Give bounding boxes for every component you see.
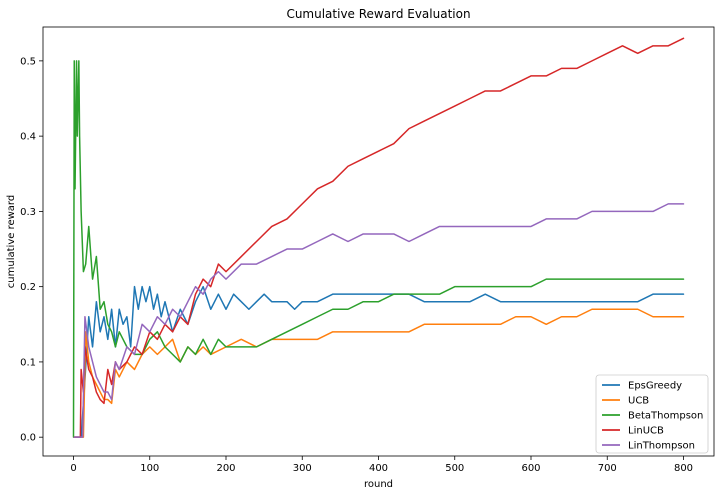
series-layer xyxy=(72,37,685,438)
series-line-epsgreedy xyxy=(73,285,685,438)
x-tick-label-300: 300 xyxy=(293,463,312,474)
y-tick-label-2: 0.2 xyxy=(20,282,36,293)
y-tick-label-3: 0.3 xyxy=(20,207,36,218)
y-axis: 0.0 0.1 0.2 0.3 0.4 0.5 xyxy=(20,56,43,444)
legend: EpsGreedy UCB BetaThompson LinUCB LinThompso… xyxy=(595,374,709,454)
legend-label-linthompson: LinThompson xyxy=(628,441,695,452)
y-tick-label-4: 0.4 xyxy=(20,132,36,143)
series-line-linucb xyxy=(73,37,685,438)
x-tick-label-700: 700 xyxy=(598,463,617,474)
x-tick-label-0: 0 xyxy=(70,463,76,474)
x-tick-label-400: 400 xyxy=(369,463,388,474)
y-tick-label-1: 0.1 xyxy=(20,357,36,368)
series-line-betathompson xyxy=(72,60,685,438)
y-axis-label: cumulative reward xyxy=(6,195,17,288)
x-tick-label-100: 100 xyxy=(140,463,159,474)
y-tick-label-0: 0.0 xyxy=(20,433,36,444)
legend-box xyxy=(595,374,709,454)
x-tick-label-200: 200 xyxy=(216,463,235,474)
legend-label-ucb: UCB xyxy=(628,396,649,407)
legend-label-linucb: LinUCB xyxy=(628,426,664,437)
series-line-linthompson xyxy=(73,203,685,438)
x-axis: 0 100 200 300 400 500 600 700 800 xyxy=(70,456,693,474)
x-axis-label: round xyxy=(364,479,393,490)
chart-title: Cumulative Reward Evaluation xyxy=(286,7,470,21)
legend-label-epsgreedy: EpsGreedy xyxy=(628,381,682,392)
series-line-ucb xyxy=(73,308,685,438)
x-tick-label-500: 500 xyxy=(445,463,464,474)
y-tick-label-5: 0.5 xyxy=(20,56,36,67)
x-tick-label-800: 800 xyxy=(674,463,693,474)
x-tick-label-600: 600 xyxy=(521,463,540,474)
legend-label-betathompson: BetaThompson xyxy=(628,411,703,422)
